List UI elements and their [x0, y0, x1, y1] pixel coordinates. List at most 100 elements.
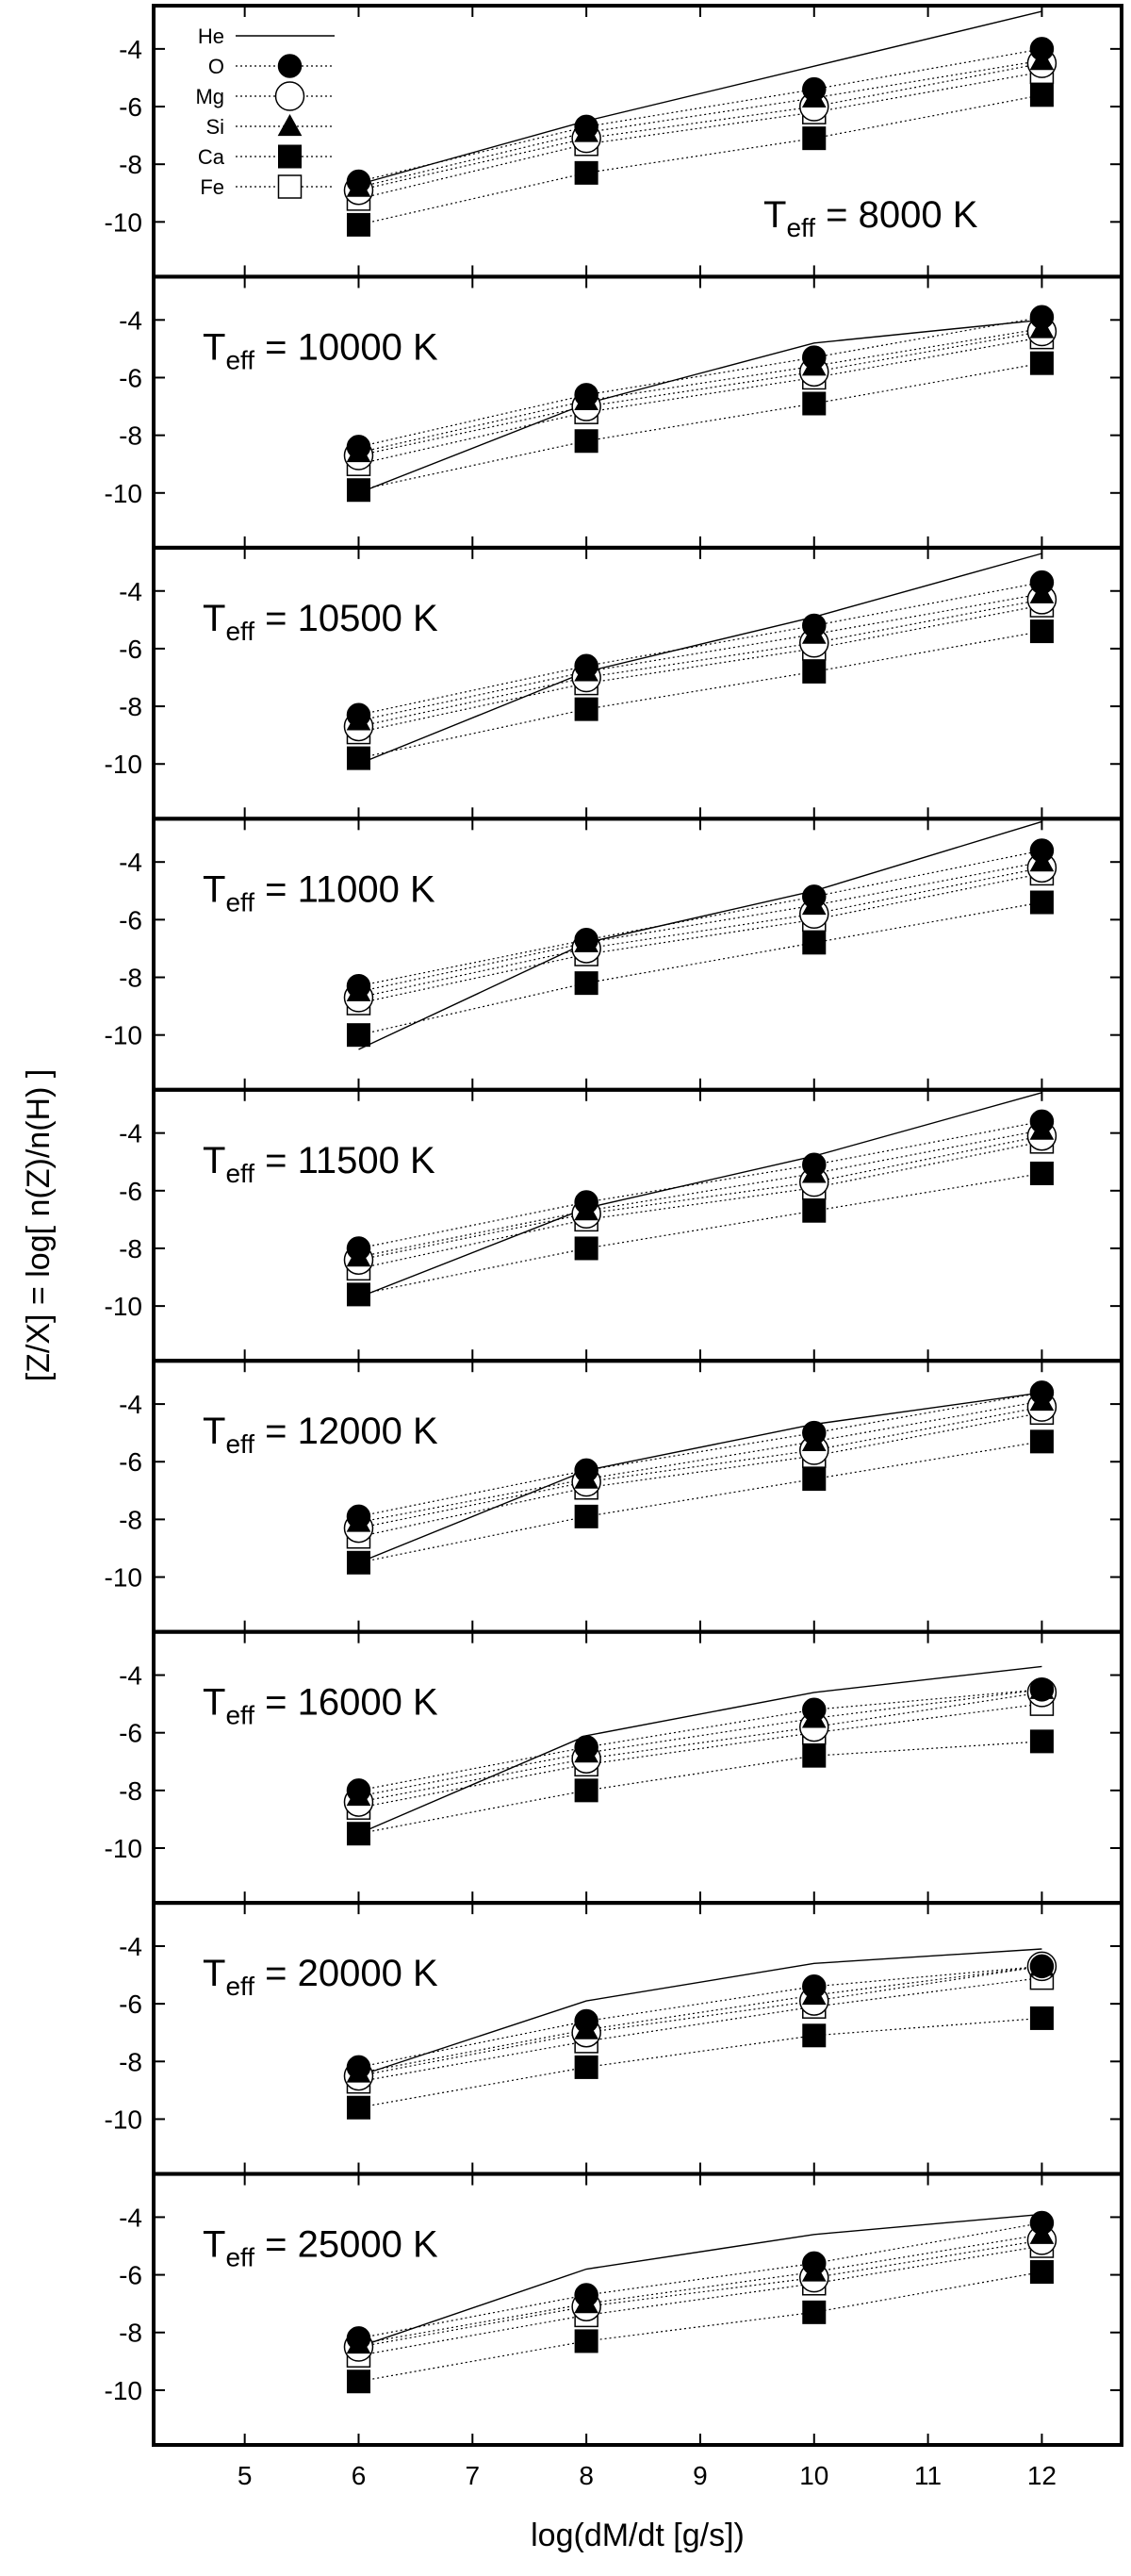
series-line-he	[358, 10, 1042, 186]
y-tick-label: -4	[119, 35, 142, 64]
panel-frame	[152, 1629, 1123, 1906]
y-tick-label: -6	[119, 1447, 142, 1477]
series-line-o	[358, 48, 1042, 183]
series-line-ca	[358, 1441, 1042, 1563]
series-line-ca	[358, 94, 1042, 225]
point-ca	[1029, 1429, 1054, 1454]
panel-8: -4 -6 -8 -10 Teff = 20000 K	[105, 1901, 1123, 2176]
series-line-mg	[358, 62, 1042, 191]
legend-label-he: He	[198, 25, 224, 48]
series-line-mg	[358, 867, 1042, 999]
panel-1: -4 -6 -8 -10 Teff = 8000 K	[105, 4, 1123, 279]
teff-label: Teff = 10500 K	[203, 598, 438, 646]
y-tick-label: -6	[119, 363, 142, 392]
teff-label: Teff = 16000 K	[203, 1682, 438, 1730]
point-o	[802, 1420, 827, 1445]
point-o	[574, 928, 598, 952]
point-o	[346, 702, 371, 727]
y-tick-label: -6	[119, 905, 142, 934]
panel-frame	[152, 2171, 1123, 2448]
point-ca	[346, 2370, 370, 2394]
series-line-ca	[358, 631, 1042, 759]
series-line-he	[358, 1392, 1042, 1563]
point-o	[802, 613, 827, 638]
point-o	[346, 2326, 371, 2351]
panel-frame	[152, 817, 1123, 1092]
legend: He O Mg Si Ca Fe	[195, 25, 335, 199]
teff-label: Teff = 12000 K	[203, 1411, 438, 1459]
point-o	[1029, 570, 1055, 595]
series-line-ca	[358, 2017, 1042, 2108]
series-line-he	[358, 553, 1042, 765]
series-line-fe	[358, 337, 1042, 465]
y-tick-label: -4	[119, 1119, 142, 1148]
y-tick-label: -10	[105, 479, 142, 508]
series-line-ca	[358, 362, 1042, 491]
series-line-fe	[358, 71, 1042, 200]
point-ca	[574, 1778, 598, 1803]
point-ca	[574, 971, 598, 996]
point-o	[574, 1458, 598, 1483]
point-ca	[346, 2095, 370, 2120]
point-o	[1029, 1677, 1055, 1702]
series-line-si	[358, 1400, 1042, 1524]
legend-marker-fe	[277, 174, 303, 199]
point-o	[1029, 37, 1055, 61]
point-o	[346, 435, 371, 459]
panel-3: -4 -6 -8 -10 Teff = 10500 K	[105, 545, 1123, 821]
point-ca	[574, 1236, 598, 1261]
point-ca	[574, 2055, 598, 2079]
legend-label-o: O	[208, 55, 224, 78]
y-tick-label: -8	[119, 1776, 142, 1806]
series-line-fe	[358, 1412, 1042, 1538]
point-o	[346, 1504, 371, 1529]
series-line-fe	[358, 1141, 1042, 1269]
series-line-he	[358, 820, 1042, 1050]
x-tick-label: 6	[352, 2461, 367, 2490]
y-tick-label: -10	[105, 207, 142, 237]
legend-marker-o	[277, 54, 303, 78]
series-line-si	[358, 593, 1042, 721]
y-tick-label: -8	[119, 421, 142, 451]
point-ca	[802, 1198, 827, 1223]
panel-7: -4 -6 -8 -10 Teff = 16000 K	[105, 1629, 1123, 1906]
y-tick-label: -4	[119, 2203, 142, 2232]
y-tick-label: -4	[119, 848, 142, 877]
point-ca	[802, 659, 827, 684]
y-tick-label: -8	[119, 2319, 142, 2348]
point-ca	[1029, 2006, 1054, 2030]
point-ca	[346, 1023, 370, 1048]
y-tick-label: -6	[119, 92, 142, 122]
point-o	[1029, 1380, 1055, 1405]
y-tick-label: -4	[119, 1661, 142, 1691]
series-line-fe	[358, 604, 1042, 734]
y-tick-label: -6	[119, 1719, 142, 1748]
y-tick-label: -4	[119, 577, 142, 606]
panel-2: -4 -6 -8 -10 Teff = 10000 K	[105, 274, 1123, 550]
series-line-mg	[358, 330, 1042, 456]
series-line-he	[358, 2213, 1042, 2348]
point-o	[1029, 1109, 1055, 1134]
point-o	[802, 1697, 827, 1722]
series-line-mg	[358, 599, 1042, 728]
series-line-fe	[358, 872, 1042, 1004]
series-line-he	[358, 1665, 1042, 1835]
panel-frame	[152, 274, 1123, 550]
series-line-o	[358, 2221, 1042, 2339]
panel-6: -4 -6 -8 -10 Teff = 12000 K	[105, 1359, 1123, 1634]
point-ca	[802, 1743, 827, 1768]
series-line-o	[358, 1392, 1042, 1517]
point-ca	[346, 746, 370, 770]
point-ca	[574, 160, 598, 185]
y-tick-label: -10	[105, 2376, 142, 2405]
teff-label: Teff = 10000 K	[203, 326, 438, 374]
point-o	[346, 1236, 371, 1261]
point-ca	[1029, 619, 1054, 644]
legend-label-fe: Fe	[200, 175, 224, 199]
point-ca	[346, 1550, 370, 1575]
series-line-he	[358, 1948, 1042, 2077]
point-ca	[802, 126, 827, 151]
series-line-si	[358, 2234, 1042, 2345]
y-tick-label: -10	[105, 1021, 142, 1050]
